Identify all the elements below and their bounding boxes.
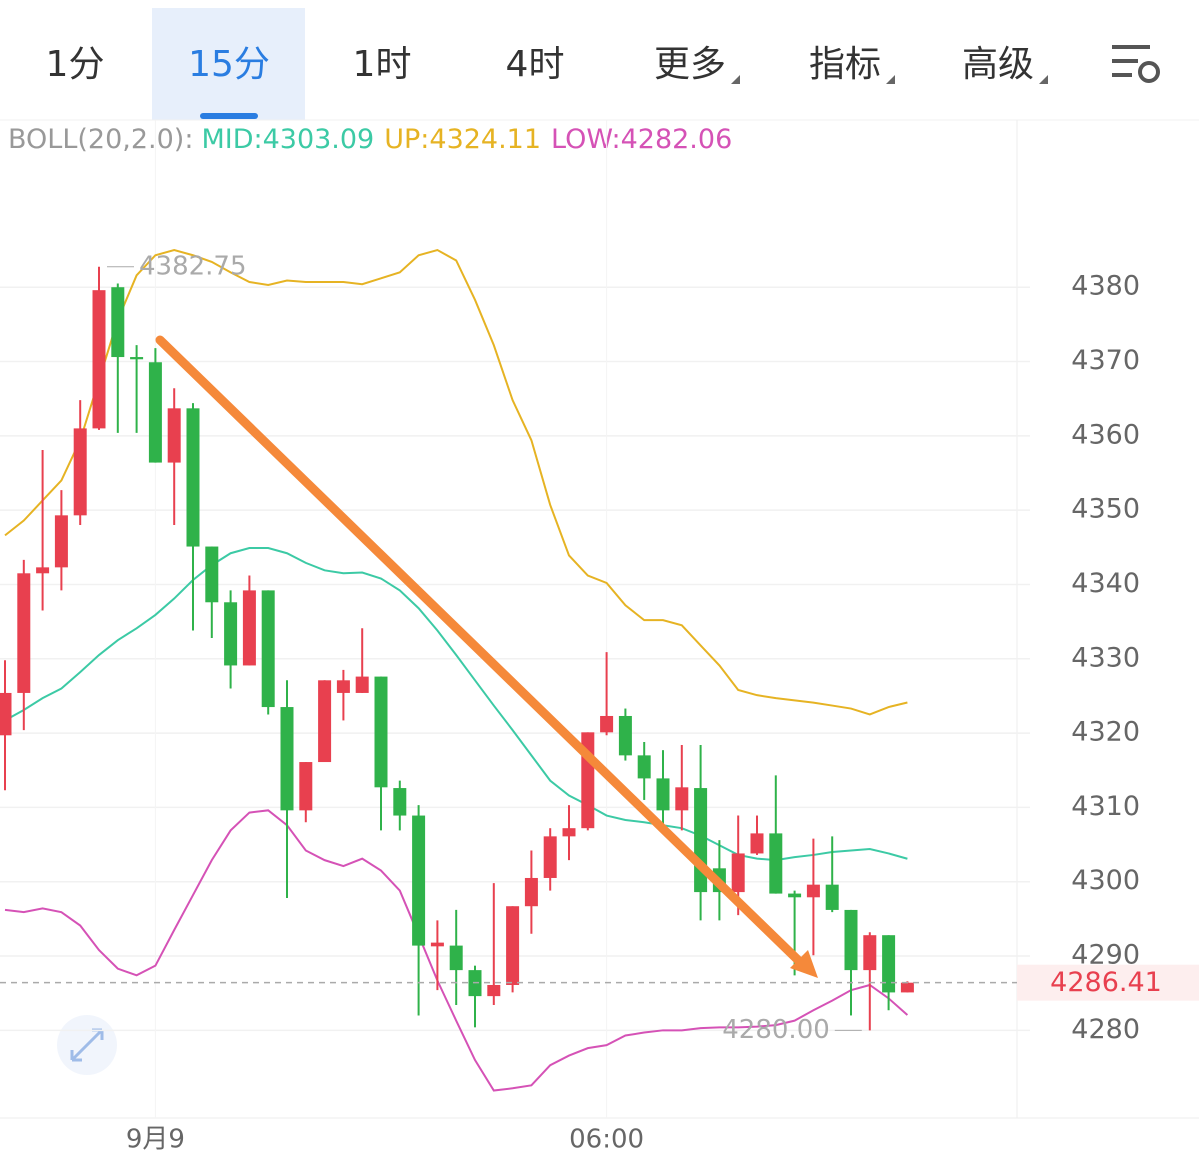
candle-body: [524, 877, 538, 907]
candle-body: [900, 982, 914, 993]
candle-body: [130, 357, 144, 360]
boll-low: LOW:4282.06: [551, 124, 732, 155]
y-tick-label: 4330: [1071, 642, 1140, 673]
boll-line: [4, 809, 909, 1092]
candle-body: [430, 942, 444, 947]
dropdown-caret: [731, 75, 740, 84]
boll-name: BOLL(20,2.0):: [8, 124, 193, 155]
y-tick-label: 4350: [1071, 494, 1140, 525]
candle-body: [92, 290, 106, 429]
tab[interactable]: 更多: [654, 44, 726, 85]
candle-body: [618, 715, 632, 756]
boll-line: [4, 248, 908, 716]
candle-body: [261, 590, 275, 708]
candle-body: [374, 676, 388, 788]
candle-body: [242, 590, 256, 666]
candle-body: [750, 833, 764, 854]
tab[interactable]: 1分: [46, 44, 105, 85]
last-price-label: 4286.41: [1050, 967, 1162, 998]
dropdown-caret: [1039, 75, 1048, 84]
tab[interactable]: 1时: [353, 44, 412, 85]
last-price-box: [1017, 964, 1199, 1001]
candle-body: [506, 906, 520, 985]
candle-body: [543, 836, 557, 878]
tab[interactable]: 高级: [962, 44, 1034, 85]
candle-body: [769, 833, 783, 894]
y-tick-label: 4340: [1071, 568, 1140, 599]
candle-body: [825, 884, 839, 910]
candle-body: [449, 945, 463, 971]
candle-body: [675, 787, 689, 811]
y-tick-label: 4320: [1071, 717, 1140, 748]
y-tick-label: 4360: [1071, 419, 1140, 450]
y-tick-label: 4280: [1071, 1014, 1140, 1045]
dropdown-caret: [886, 75, 895, 84]
settings-icon[interactable]: [1112, 45, 1160, 83]
candle-body: [393, 788, 407, 816]
candle-body: [788, 893, 802, 898]
y-tick-label: 4310: [1071, 791, 1140, 822]
x-tick-label: 9月9: [126, 1125, 185, 1155]
expand-button[interactable]: [57, 1015, 117, 1075]
boll-up: UP:4324.11: [384, 124, 541, 155]
x-tick-label: 06:00: [569, 1125, 644, 1155]
candle-body: [806, 884, 820, 898]
candle-body: [148, 362, 162, 463]
candle-body: [111, 287, 125, 358]
tab[interactable]: 4时: [506, 44, 565, 85]
candle-body: [224, 602, 238, 666]
candle-body: [844, 909, 858, 971]
candle-body: [863, 935, 877, 971]
tab[interactable]: 15分: [188, 44, 270, 85]
candle-body: [167, 408, 181, 463]
candle-body: [73, 428, 87, 516]
boll-mid: MID:4303.09: [201, 124, 374, 155]
candle-body: [205, 546, 219, 603]
candle-body: [186, 408, 200, 547]
candle-body: [280, 707, 294, 811]
candle-body: [54, 515, 68, 568]
candle-body: [336, 680, 350, 693]
candle-body: [36, 567, 50, 574]
candle-body: [600, 715, 614, 733]
candle-body: [562, 828, 576, 837]
trend-arrow: [155, 335, 805, 967]
candle-body: [318, 680, 332, 763]
max-label: 4382.75: [139, 251, 247, 281]
candle-body: [731, 853, 745, 893]
arrow-head: [790, 950, 818, 978]
candle-body: [656, 778, 670, 811]
candle-body: [694, 788, 708, 893]
y-tick-label: 4380: [1071, 271, 1140, 302]
candle-body: [637, 755, 651, 779]
active-tab-bg: [152, 8, 305, 120]
y-tick-label: 4370: [1071, 345, 1140, 376]
candle-body: [487, 984, 501, 997]
min-label: 4280.00: [722, 1015, 830, 1045]
candle-body: [355, 676, 369, 693]
y-tick-label: 4300: [1071, 865, 1140, 896]
candle-body: [299, 762, 313, 811]
indicator-label: BOLL(20,2.0): MID:4303.09 UP:4324.11 LOW:42…: [8, 124, 732, 155]
candle-body: [882, 935, 896, 993]
candle-body: [0, 692, 12, 736]
tab[interactable]: 指标: [809, 44, 881, 85]
candle-body: [17, 573, 31, 693]
active-tab-indicator: [200, 113, 258, 119]
boll-line: [4, 547, 908, 862]
candle-body: [412, 815, 426, 946]
